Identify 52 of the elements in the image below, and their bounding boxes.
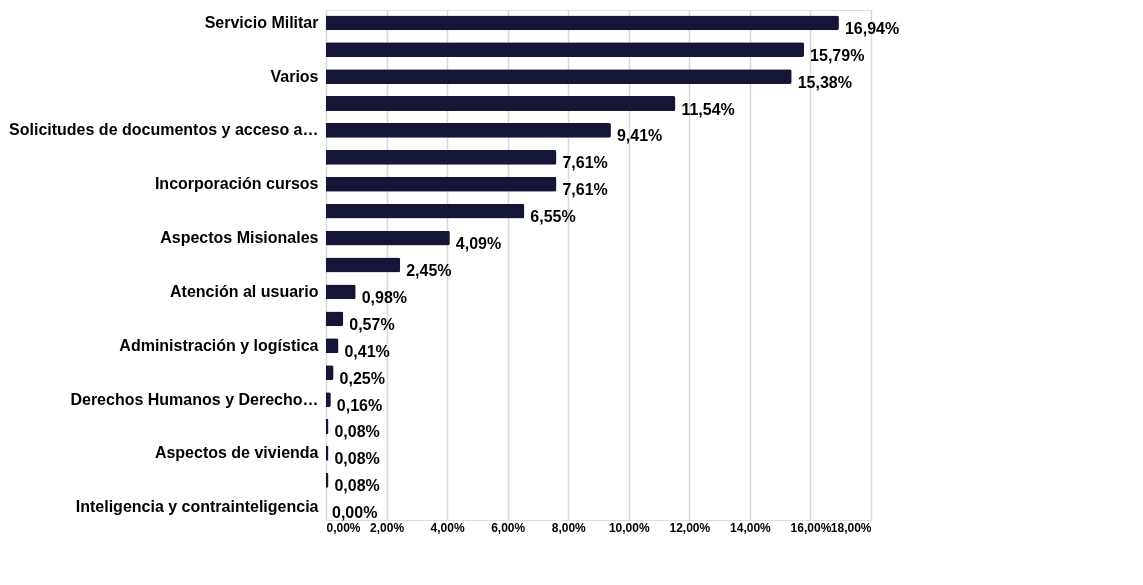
data-label: 0,41% bbox=[344, 342, 390, 360]
y-tick-label: Administración y logística bbox=[119, 336, 319, 354]
data-label: 16,94% bbox=[844, 19, 900, 37]
y-tick-label: Varios bbox=[270, 67, 319, 85]
x-tick-label: 2,00% bbox=[370, 520, 405, 535]
y-tick-label: Inteligencia y contrainteligencia bbox=[75, 498, 319, 516]
x-tick-label: 14,00% bbox=[730, 520, 772, 535]
x-tick-label: 12,00% bbox=[669, 520, 711, 535]
data-label: 0,98% bbox=[361, 288, 408, 306]
y-tick-label: Derechos Humanos y Derecho… bbox=[70, 390, 319, 408]
data-label: 0,25% bbox=[339, 369, 385, 387]
data-label: 0,00% bbox=[332, 504, 378, 522]
data-label: 0,57% bbox=[349, 315, 395, 333]
data-label: 4,09% bbox=[455, 235, 502, 253]
bar bbox=[326, 230, 450, 246]
x-tick-label: 8,00% bbox=[551, 520, 587, 535]
bar bbox=[326, 284, 356, 300]
bar bbox=[326, 176, 557, 192]
x-tick-label: 6,00% bbox=[491, 520, 526, 535]
x-tick-label: 18,00% bbox=[830, 520, 872, 535]
bar bbox=[326, 96, 676, 111]
y-tick-label: Aspectos Misionales bbox=[160, 229, 319, 247]
x-tick-label: 0,00% bbox=[326, 520, 361, 535]
data-label: 11,54% bbox=[681, 100, 735, 118]
x-tick-label: 16,00% bbox=[790, 520, 832, 535]
data-label: 6,55% bbox=[530, 208, 576, 226]
bar bbox=[326, 257, 401, 273]
data-label: 0,08% bbox=[334, 477, 380, 495]
x-tick-label: 10,00% bbox=[608, 520, 650, 535]
y-tick-label: Atención al usuario bbox=[170, 282, 319, 300]
y-tick-label: Servicio Militar bbox=[204, 13, 319, 31]
bar bbox=[326, 15, 839, 31]
y-tick-label: Solicitudes de documentos y acceso a… bbox=[9, 121, 319, 139]
y-tick-label: Aspectos de vivienda bbox=[154, 444, 319, 462]
bar bbox=[326, 149, 557, 165]
y-tick-label: Incorporación cursos bbox=[154, 175, 319, 193]
data-label: 0,08% bbox=[334, 423, 380, 441]
bar bbox=[326, 123, 611, 138]
data-label: 7,61% bbox=[562, 154, 608, 172]
bar bbox=[326, 311, 344, 327]
data-label: 0,16% bbox=[336, 396, 383, 414]
bar bbox=[326, 69, 792, 85]
data-label: 0,08% bbox=[334, 450, 380, 468]
data-label: 9,41% bbox=[616, 127, 663, 145]
bar bbox=[326, 42, 805, 58]
data-label: 15,79% bbox=[810, 46, 865, 64]
bar bbox=[326, 203, 525, 219]
data-label: 15,38% bbox=[797, 73, 852, 91]
bar bbox=[326, 338, 339, 354]
x-tick-label: 4,00% bbox=[430, 520, 465, 535]
data-label: 2,45% bbox=[406, 262, 452, 279]
data-label: 7,61% bbox=[562, 181, 608, 199]
